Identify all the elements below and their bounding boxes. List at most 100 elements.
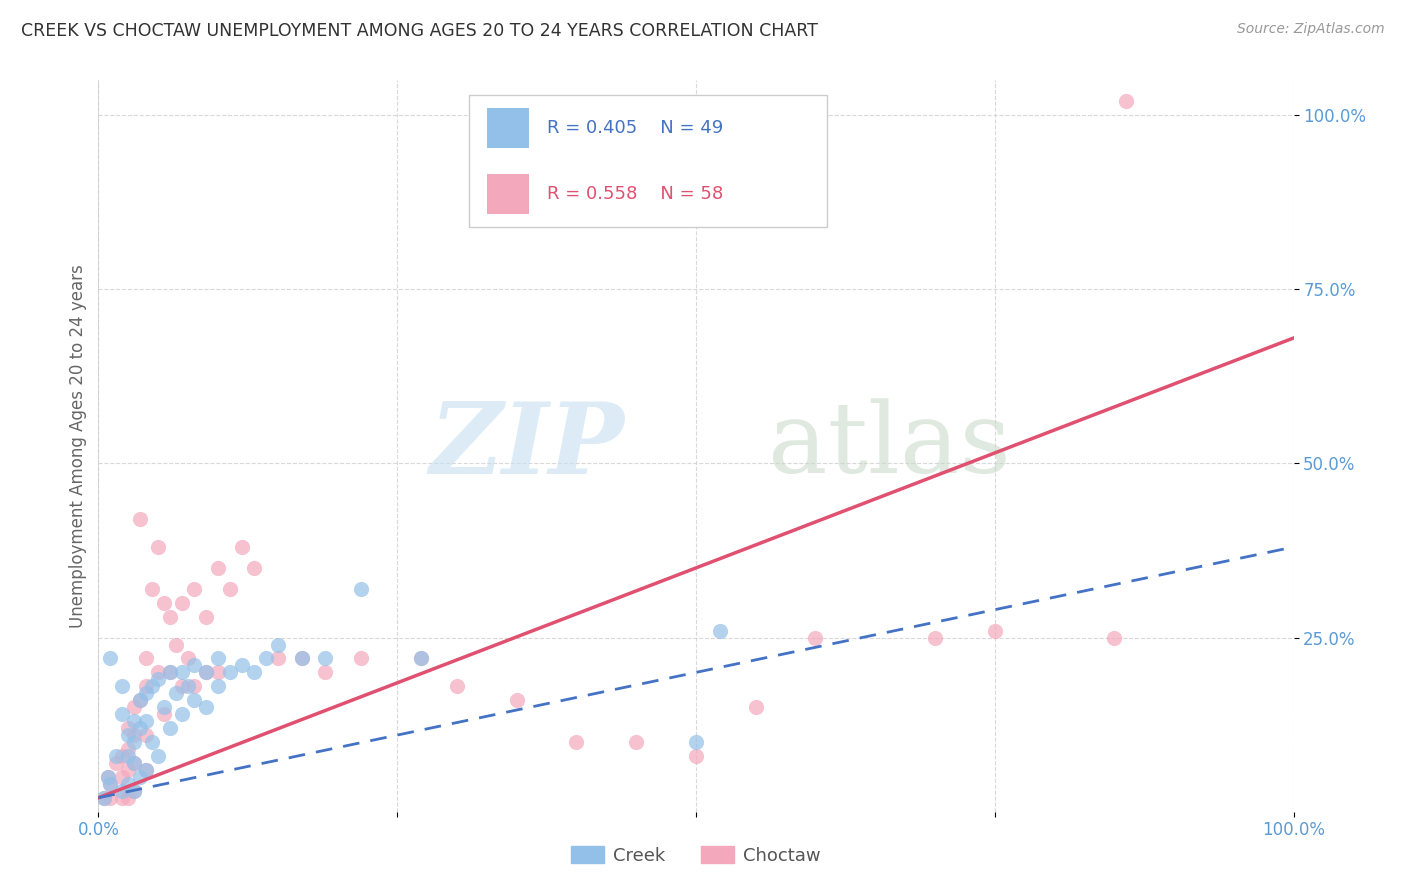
Point [267,638,290,652]
Point [111,784,134,798]
Point [350,651,373,665]
Point [93,790,115,805]
Point [105,749,128,764]
Point [194,609,217,624]
Point [148,673,170,687]
Point [148,749,170,764]
Point [207,651,229,665]
Point [111,707,134,722]
Point [141,582,163,596]
Point [624,735,647,749]
Point [135,763,157,777]
Point [135,686,157,700]
Point [194,700,217,714]
Point [172,679,194,693]
Text: atlas: atlas [768,398,1011,494]
Point [124,728,146,742]
Point [685,749,707,764]
Point [183,679,205,693]
Point [183,693,205,707]
Point [111,770,134,784]
Point [98,790,122,805]
Point [124,756,146,770]
Point [207,561,229,575]
Point [135,728,157,742]
Point [97,770,120,784]
Point [129,693,152,707]
Point [172,707,194,722]
Point [194,665,217,680]
Text: Source: ZipAtlas.com: Source: ZipAtlas.com [1237,22,1385,37]
Point [159,665,181,680]
Point [117,721,139,735]
Point [804,631,827,645]
Legend: Creek, Choctaw: Creek, Choctaw [564,839,828,872]
Point [124,700,146,714]
Point [129,512,152,526]
Point [124,735,146,749]
Point [194,665,217,680]
Text: CREEK VS CHOCTAW UNEMPLOYMENT AMONG AGES 20 TO 24 YEARS CORRELATION CHART: CREEK VS CHOCTAW UNEMPLOYMENT AMONG AGES… [21,22,818,40]
Point [685,735,707,749]
Point [207,665,229,680]
Point [153,700,176,714]
Point [231,658,253,673]
Point [117,728,139,742]
Point [172,596,194,610]
Point [290,651,312,665]
Point [1115,94,1137,108]
Point [129,770,152,784]
Point [709,624,731,638]
FancyBboxPatch shape [486,108,529,148]
Point [97,770,120,784]
Point [117,763,139,777]
Point [411,651,433,665]
Point [124,784,146,798]
Point [111,679,134,693]
Point [267,651,290,665]
Point [111,790,134,805]
Point [446,679,468,693]
Y-axis label: Unemployment Among Ages 20 to 24 years: Unemployment Among Ages 20 to 24 years [69,264,87,628]
Point [231,540,253,554]
Point [124,784,146,798]
Point [159,609,181,624]
Point [153,596,176,610]
Point [165,686,187,700]
Point [148,665,170,680]
Point [98,651,122,665]
FancyBboxPatch shape [470,95,827,227]
Point [207,679,229,693]
Point [315,665,337,680]
Point [117,777,139,791]
Point [141,735,163,749]
Point [183,658,205,673]
Point [172,665,194,680]
Text: R = 0.558    N = 58: R = 0.558 N = 58 [547,185,723,202]
Point [350,582,373,596]
Point [254,651,277,665]
Point [124,756,146,770]
Point [98,777,122,791]
Point [1102,631,1125,645]
Point [565,735,588,749]
Point [153,707,176,722]
Point [117,742,139,756]
Text: R = 0.405    N = 49: R = 0.405 N = 49 [547,119,723,136]
Point [111,749,134,764]
Point [243,561,266,575]
Point [745,700,768,714]
Point [129,693,152,707]
Point [135,714,157,728]
FancyBboxPatch shape [486,174,529,214]
Point [135,651,157,665]
Text: ZIP: ZIP [429,398,624,494]
Point [105,756,128,770]
Point [924,631,946,645]
Point [411,651,433,665]
Point [183,582,205,596]
Point [983,624,1005,638]
Point [129,721,152,735]
Point [506,693,529,707]
Point [290,651,312,665]
